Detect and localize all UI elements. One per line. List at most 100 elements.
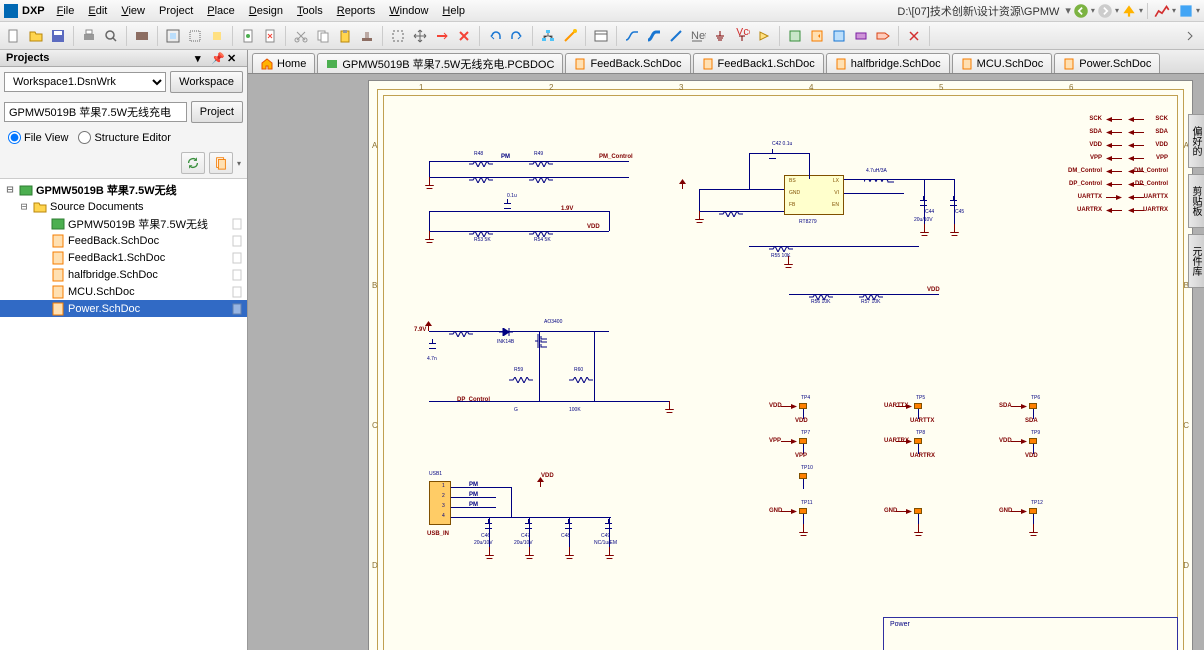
menu-tools[interactable]: Tools xyxy=(297,5,323,17)
tab-doc-0[interactable]: GPMW5019B 苹果7.5W无线充电.PCBDOC xyxy=(317,53,563,73)
menu-design[interactable]: Design xyxy=(249,5,283,17)
schematic-canvas[interactable]: 112233445566AABBCCDD PM_Control R48 R49 … xyxy=(248,74,1204,650)
save-icon[interactable] xyxy=(48,26,68,46)
crossprobe-icon[interactable] xyxy=(560,26,580,46)
tree-src[interactable]: ⊟Source Documents xyxy=(0,198,247,215)
tree-doc-5[interactable]: Power.SchDoc xyxy=(0,300,247,317)
dxp-menu[interactable]: DXP xyxy=(22,5,45,17)
bus-icon[interactable] xyxy=(644,26,664,46)
vcc-icon[interactable]: Vcc xyxy=(732,26,752,46)
project-tree[interactable]: ⊟GPMW5019B 苹果7.5W无线 ⊟Source Documents GP… xyxy=(0,178,247,650)
sheet-icon[interactable] xyxy=(785,26,805,46)
tab-doc-3[interactable]: halfbridge.SchDoc xyxy=(826,53,950,73)
title-block: Power xyxy=(883,617,1178,650)
workspace-select[interactable]: Workspace1.DsnWrk xyxy=(4,72,166,92)
menu-reports[interactable]: Reports xyxy=(337,5,376,17)
tree-doc-1[interactable]: FeedBack.SchDoc xyxy=(0,232,247,249)
new-icon[interactable] xyxy=(4,26,24,46)
resistor xyxy=(809,291,833,297)
menu-edit[interactable]: Edit xyxy=(88,5,107,17)
layer-icon[interactable] xyxy=(1177,2,1195,20)
deselect-icon[interactable] xyxy=(432,26,452,46)
print-icon[interactable] xyxy=(79,26,99,46)
tree-doc-3[interactable]: halfbridge.SchDoc xyxy=(0,266,247,283)
menu-file[interactable]: File xyxy=(57,5,75,17)
menu-place[interactable]: Place xyxy=(207,5,235,17)
docs-icon[interactable] xyxy=(209,152,233,174)
main-toolbar: Net Vcc xyxy=(0,22,1204,50)
panel-menu-icon[interactable]: ▾ xyxy=(195,52,209,64)
projects-panel: Projects ▾ 📌 ✕ Workspace1.DsnWrk Workspa… xyxy=(0,50,248,650)
tab-doc-4[interactable]: MCU.SchDoc xyxy=(952,53,1053,73)
workspace-button[interactable]: Workspace xyxy=(170,71,243,93)
cut-icon[interactable] xyxy=(291,26,311,46)
resistor xyxy=(469,158,493,164)
select-icon[interactable] xyxy=(388,26,408,46)
device-icon[interactable] xyxy=(829,26,849,46)
paste-icon[interactable] xyxy=(335,26,355,46)
resistor xyxy=(509,374,533,380)
fileview-radio[interactable]: File View xyxy=(8,131,68,144)
diode xyxy=(499,327,513,335)
tab-home[interactable]: Home xyxy=(252,53,315,73)
edge-tab-fav[interactable]: 偏好的 xyxy=(1188,114,1204,168)
nav-up-icon[interactable] xyxy=(1120,2,1138,20)
compile-icon[interactable] xyxy=(132,26,152,46)
capacitor xyxy=(950,196,958,208)
toolbar-more-icon[interactable] xyxy=(1180,26,1200,46)
noerrc-icon[interactable] xyxy=(904,26,924,46)
gnd-icon[interactable] xyxy=(710,26,730,46)
structure-radio[interactable]: Structure Editor xyxy=(78,131,170,144)
preview-icon[interactable] xyxy=(101,26,121,46)
copy-icon[interactable] xyxy=(313,26,333,46)
project-button[interactable]: Project xyxy=(191,101,243,123)
tab-doc-5[interactable]: Power.SchDoc xyxy=(1054,53,1160,73)
resistor xyxy=(469,174,493,180)
undo-icon[interactable] xyxy=(485,26,505,46)
menu-project[interactable]: Project xyxy=(159,5,193,17)
browse-icon[interactable] xyxy=(591,26,611,46)
hierarchy-icon[interactable] xyxy=(538,26,558,46)
tree-doc-4[interactable]: MCU.SchDoc xyxy=(0,283,247,300)
open-icon[interactable] xyxy=(26,26,46,46)
busentry-icon[interactable] xyxy=(666,26,686,46)
port-icon[interactable] xyxy=(873,26,893,46)
netlabel-icon[interactable]: Net xyxy=(688,26,708,46)
menu-bar: DXP File Edit View Project Place Design … xyxy=(0,0,1204,22)
nav-fwd-icon[interactable] xyxy=(1096,2,1114,20)
harness-icon[interactable] xyxy=(851,26,871,46)
tree-doc-2[interactable]: FeedBack1.SchDoc xyxy=(0,249,247,266)
tab-doc-1[interactable]: FeedBack.SchDoc xyxy=(565,53,690,73)
stamp-icon[interactable] xyxy=(357,26,377,46)
tab-doc-2[interactable]: FeedBack1.SchDoc xyxy=(693,53,824,73)
tree-root[interactable]: ⊟GPMW5019B 苹果7.5W无线 xyxy=(0,181,247,198)
doc1-icon[interactable] xyxy=(238,26,258,46)
sheetentry-icon[interactable] xyxy=(807,26,827,46)
zoom-fit-icon[interactable] xyxy=(163,26,183,46)
tree-doc-0[interactable]: GPMW5019B 苹果7.5W无线 xyxy=(0,215,247,232)
resistor xyxy=(529,228,553,234)
nav-back-icon[interactable] xyxy=(1072,2,1090,20)
zoom-sel-icon[interactable] xyxy=(207,26,227,46)
panel-pin-icon[interactable]: 📌 xyxy=(211,52,225,64)
mosfet xyxy=(535,334,547,348)
redo-icon[interactable] xyxy=(507,26,527,46)
capacitor xyxy=(485,519,493,531)
resistor xyxy=(859,291,883,297)
wire-icon[interactable] xyxy=(622,26,642,46)
zoom-area-icon[interactable] xyxy=(185,26,205,46)
clear-icon[interactable] xyxy=(454,26,474,46)
doc2-icon[interactable] xyxy=(260,26,280,46)
menu-help[interactable]: Help xyxy=(442,5,465,17)
move-icon[interactable] xyxy=(410,26,430,46)
menu-window[interactable]: Window xyxy=(389,5,428,17)
edge-tab-lib[interactable]: 元件库 xyxy=(1188,234,1204,288)
project-field[interactable] xyxy=(4,102,187,122)
edge-tab-clip[interactable]: 剪贴板 xyxy=(1188,174,1204,228)
menu-view[interactable]: View xyxy=(121,5,145,17)
part-icon[interactable] xyxy=(754,26,774,46)
refresh-icon[interactable] xyxy=(181,152,205,174)
capacitor xyxy=(429,339,437,351)
chart-icon[interactable] xyxy=(1153,2,1171,20)
panel-close-icon[interactable]: ✕ xyxy=(227,52,241,64)
